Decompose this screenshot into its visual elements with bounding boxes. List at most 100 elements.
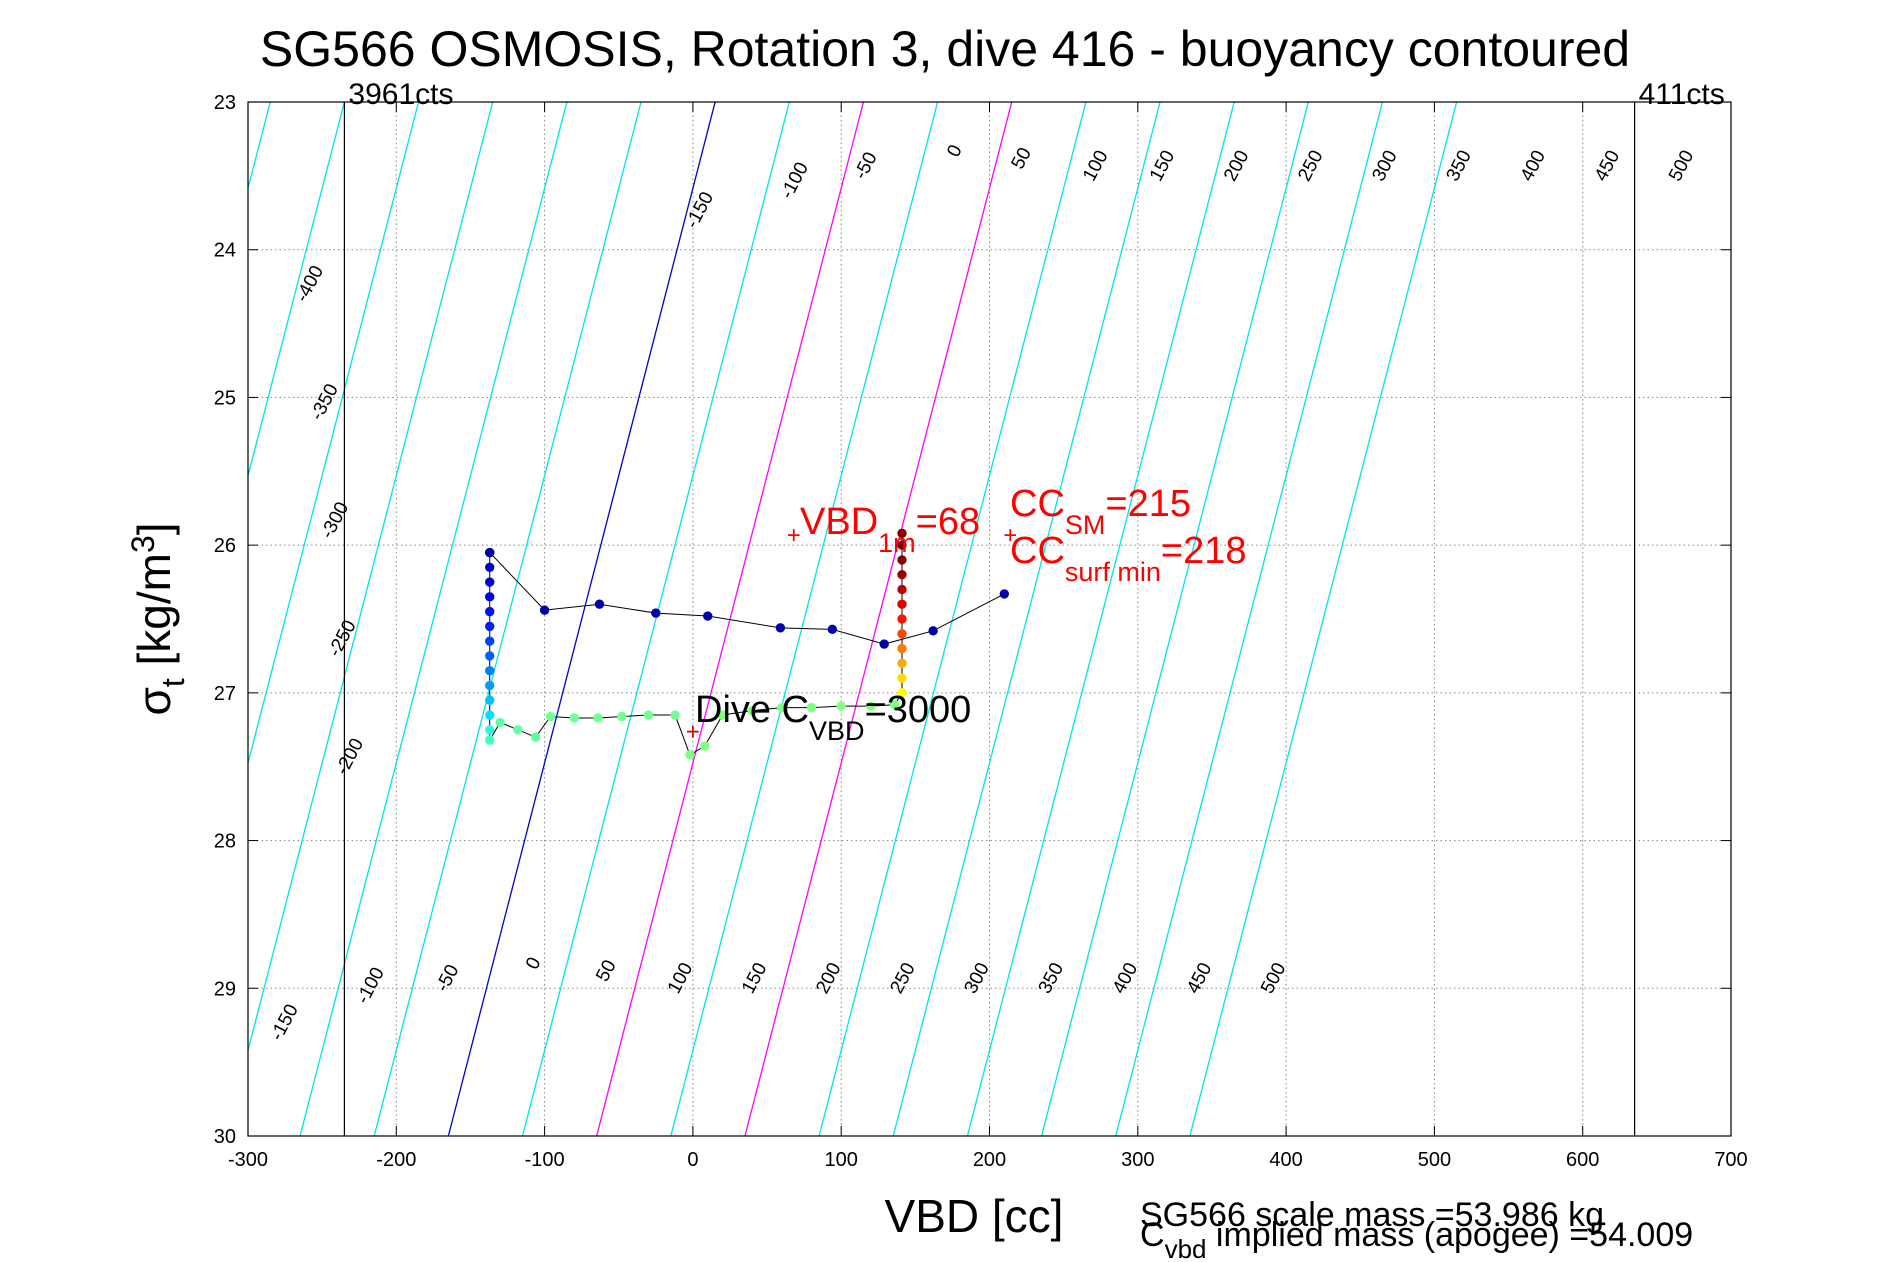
data-point bbox=[827, 624, 838, 635]
y-tick-label: 24 bbox=[214, 240, 236, 262]
plus-marker: + bbox=[1003, 522, 1017, 549]
data-point bbox=[999, 589, 1010, 599]
x-tick-label: 600 bbox=[1566, 1149, 1599, 1171]
data-point bbox=[879, 639, 889, 649]
data-point bbox=[928, 626, 938, 636]
data-point bbox=[775, 623, 786, 633]
x-tick-label: 200 bbox=[973, 1149, 1006, 1171]
data-point bbox=[485, 592, 495, 602]
contour-line bbox=[0, 102, 48, 1136]
data-point bbox=[593, 713, 603, 723]
data-point bbox=[717, 710, 728, 720]
data-point bbox=[569, 713, 579, 723]
data-point bbox=[539, 605, 550, 615]
data-point bbox=[685, 750, 695, 760]
count-line-label: 411cts bbox=[1639, 78, 1725, 111]
data-point bbox=[897, 658, 907, 669]
data-point bbox=[485, 636, 495, 646]
y-tick-label: 27 bbox=[214, 683, 236, 705]
data-point bbox=[897, 643, 907, 654]
x-tick-label: 300 bbox=[1121, 1149, 1154, 1171]
y-tick-label: 28 bbox=[214, 831, 236, 853]
plus-marker: + bbox=[686, 718, 700, 745]
contour-line bbox=[521, 102, 790, 1136]
data-point bbox=[485, 621, 495, 632]
buoyancy-contours bbox=[0, 102, 1458, 1136]
footer-scale-mass: SG566 scale mass =53.986 kg bbox=[1140, 1196, 1604, 1234]
y-axis-label: σt [kg/m3] bbox=[125, 522, 191, 715]
data-point bbox=[889, 699, 900, 710]
data-point bbox=[485, 651, 495, 661]
x-tick-label: -200 bbox=[376, 1149, 416, 1171]
chart-title: SG566 OSMOSIS, Rotation 3, dive 416 - bu… bbox=[260, 21, 1630, 77]
x-axis-label: VBD [cc] bbox=[885, 1190, 1064, 1242]
data-point bbox=[594, 599, 605, 609]
data-point bbox=[747, 705, 757, 716]
data-point bbox=[485, 695, 495, 705]
contour-line bbox=[670, 102, 939, 1136]
data-point bbox=[897, 673, 907, 683]
y-tick-label: 30 bbox=[214, 1126, 236, 1148]
data-points bbox=[485, 528, 1010, 760]
data-point bbox=[531, 732, 541, 742]
data-point bbox=[897, 629, 907, 639]
data-point bbox=[643, 710, 654, 720]
count-lines bbox=[343, 102, 1636, 1136]
annotation-dive-c-vbd: Dive CVBD=3000 bbox=[695, 689, 971, 746]
data-point bbox=[897, 540, 907, 550]
contour-line bbox=[892, 102, 1161, 1136]
data-point bbox=[897, 614, 907, 624]
data-point bbox=[700, 741, 710, 751]
data-point bbox=[495, 717, 505, 728]
data-point bbox=[897, 569, 907, 580]
annotations: VBD1m=68 CCSM=215 CCsurf min=218 Dive CV… bbox=[695, 483, 1247, 746]
data-point bbox=[777, 702, 787, 713]
data-point bbox=[485, 735, 495, 745]
x-tick-label: -100 bbox=[525, 1149, 565, 1171]
annotation-cc-sm: CCSM=215 bbox=[1010, 483, 1191, 540]
count-line-label: 3961cts bbox=[348, 78, 453, 111]
data-point bbox=[545, 711, 556, 722]
data-point bbox=[897, 599, 907, 609]
plus-marker: + bbox=[787, 522, 801, 549]
x-tick-label: 400 bbox=[1269, 1149, 1302, 1171]
series-line bbox=[489, 552, 1005, 645]
x-tick-label: 100 bbox=[825, 1149, 858, 1171]
axis-ticks: -300 -200 -100 0 100 200 300 400 500 600 700 23 24 25… bbox=[214, 92, 1748, 1171]
annotation-vbd-1m: VBD1m=68 bbox=[800, 501, 980, 558]
data-point bbox=[485, 547, 495, 558]
data-point bbox=[806, 702, 817, 713]
x-tick-label: -300 bbox=[228, 1149, 268, 1171]
data-point bbox=[485, 725, 495, 735]
contour-line bbox=[0, 102, 122, 1136]
y-tick-label: 23 bbox=[214, 92, 236, 114]
data-point bbox=[897, 528, 907, 539]
contour-line bbox=[744, 102, 1013, 1136]
y-tick-label: 26 bbox=[214, 535, 236, 557]
data-point bbox=[485, 577, 495, 587]
contour-line bbox=[373, 102, 642, 1136]
grid-lines bbox=[248, 102, 1731, 1136]
data-point bbox=[513, 725, 523, 735]
data-point bbox=[897, 584, 907, 595]
x-tick-label: 500 bbox=[1418, 1149, 1451, 1171]
annotation-cc-surf-min: CCsurf min=218 bbox=[1010, 530, 1247, 587]
contour-line bbox=[596, 102, 865, 1136]
contour-line bbox=[248, 102, 420, 766]
contour-line bbox=[248, 102, 494, 1053]
contour-line bbox=[1115, 102, 1384, 1136]
markers: + + + bbox=[686, 522, 1017, 745]
data-point bbox=[485, 710, 495, 720]
data-point bbox=[617, 711, 627, 722]
data-point bbox=[670, 710, 680, 720]
count-labels: 3961cts 411cts bbox=[348, 78, 1724, 111]
data-point bbox=[836, 701, 846, 711]
data-point bbox=[485, 606, 495, 617]
data-point bbox=[485, 680, 495, 691]
data-point bbox=[897, 555, 907, 565]
contour-line bbox=[248, 102, 346, 479]
data-point bbox=[703, 611, 713, 621]
x-tick-label: 700 bbox=[1714, 1149, 1747, 1171]
y-tick-label: 29 bbox=[214, 978, 236, 1000]
